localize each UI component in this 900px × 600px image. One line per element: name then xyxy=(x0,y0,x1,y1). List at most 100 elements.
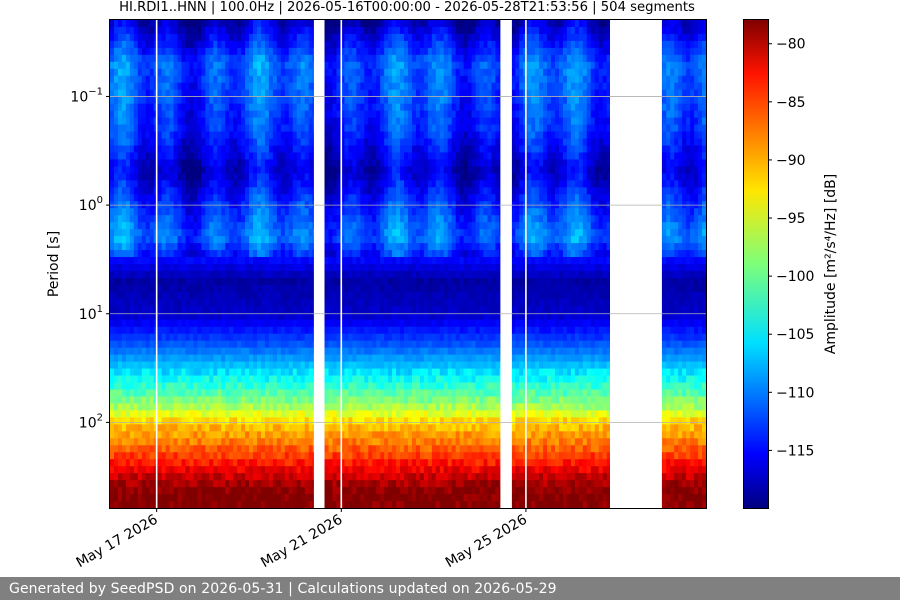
heatmap-cell xyxy=(213,494,218,502)
heatmap-cell xyxy=(221,431,226,439)
heatmap-cell xyxy=(225,152,230,161)
heatmap-cell xyxy=(253,480,258,488)
heatmap-cell xyxy=(340,361,346,370)
heatmap-cell xyxy=(332,291,338,300)
heatmap-cell xyxy=(272,487,278,495)
heatmap-cell xyxy=(336,305,342,314)
heatmap-cell xyxy=(388,215,393,223)
heatmap-cell xyxy=(360,236,365,244)
heatmap-cell xyxy=(264,389,270,398)
heatmap-cell xyxy=(177,417,183,425)
heatmap-cell xyxy=(272,410,278,418)
heatmap-cell xyxy=(344,89,349,98)
heatmap-cell xyxy=(110,382,115,391)
heatmap-cell xyxy=(165,152,171,161)
heatmap-cell xyxy=(368,333,373,342)
heatmap-cell xyxy=(133,459,139,467)
heatmap-cell xyxy=(205,61,210,70)
heatmap-cell xyxy=(145,459,151,467)
heatmap-cell xyxy=(288,459,294,467)
heatmap-cell xyxy=(257,222,262,230)
heatmap-cell xyxy=(253,138,258,147)
heatmap-cell xyxy=(380,473,385,481)
heatmap-cell xyxy=(360,487,365,495)
heatmap-cell xyxy=(137,117,143,126)
heatmap-cell xyxy=(268,445,274,453)
heatmap-cell xyxy=(384,187,389,195)
heatmap-cell xyxy=(257,187,262,195)
heatmap-cell xyxy=(121,312,127,321)
heatmap-cell xyxy=(332,20,338,28)
heatmap-cell xyxy=(340,466,346,474)
heatmap-cell xyxy=(260,159,266,167)
heatmap-cell xyxy=(253,194,258,202)
heatmap-cell xyxy=(257,347,262,356)
heatmap-cell xyxy=(209,445,214,453)
heatmap-cell xyxy=(129,368,135,377)
heatmap-cell xyxy=(304,96,310,105)
heatmap-cell xyxy=(117,403,123,411)
heatmap-cell xyxy=(149,466,155,474)
heatmap-cell xyxy=(225,466,230,474)
heatmap-cell xyxy=(280,110,286,119)
heatmap-cell xyxy=(181,117,187,126)
heatmap-cell xyxy=(392,47,397,56)
heatmap-cell xyxy=(129,333,135,342)
heatmap-cell xyxy=(121,243,127,251)
heatmap-cell xyxy=(376,445,381,453)
heatmap-cell xyxy=(149,159,155,167)
heatmap-cell xyxy=(225,257,230,265)
heatmap-cell xyxy=(221,487,226,495)
heatmap-cell xyxy=(340,473,346,481)
heatmap-cell xyxy=(117,375,123,384)
heatmap-cell xyxy=(272,284,278,293)
heatmap-cell xyxy=(308,480,314,488)
heatmap-cell xyxy=(268,333,274,342)
heatmap-cell xyxy=(360,347,365,356)
heatmap-cell xyxy=(201,257,206,265)
heatmap-cell xyxy=(161,298,167,307)
heatmap-cell xyxy=(241,222,246,230)
heatmap-cell xyxy=(304,438,310,446)
heatmap-cell xyxy=(296,326,302,335)
heatmap-cell xyxy=(264,229,270,237)
heatmap-cell xyxy=(344,361,349,370)
heatmap-cell xyxy=(308,68,314,77)
heatmap-cell xyxy=(217,459,222,467)
heatmap-cell xyxy=(137,26,143,35)
heatmap-cell xyxy=(165,82,171,91)
heatmap-cell xyxy=(372,187,377,195)
heatmap-cell xyxy=(221,319,226,328)
heatmap-cell xyxy=(304,473,310,481)
heatmap-cell xyxy=(340,20,346,28)
heatmap-cell xyxy=(376,159,381,167)
heatmap-cell xyxy=(284,270,290,279)
heatmap-cell xyxy=(169,131,175,140)
heatmap-cell xyxy=(336,26,342,35)
heatmap-cell xyxy=(161,166,167,174)
heatmap-cell xyxy=(225,480,230,488)
heatmap-cell xyxy=(292,20,298,28)
heatmap-cell xyxy=(241,159,246,167)
heatmap-cell xyxy=(376,47,381,56)
heatmap-cell xyxy=(308,312,314,321)
heatmap-cell xyxy=(268,54,274,63)
heatmap-cell xyxy=(245,187,250,195)
heatmap-cell xyxy=(356,298,361,307)
heatmap-cell xyxy=(340,326,346,335)
heatmap-cell xyxy=(392,138,397,147)
heatmap-cell xyxy=(213,208,218,216)
heatmap-cell xyxy=(225,445,230,453)
heatmap-cell xyxy=(133,326,139,335)
heatmap-cell xyxy=(225,375,230,384)
heatmap-cell xyxy=(272,152,278,161)
heatmap-cell xyxy=(157,89,163,98)
heatmap-cell xyxy=(205,494,210,502)
heatmap-cell xyxy=(133,284,139,293)
heatmap-cell xyxy=(372,103,377,112)
heatmap-cell xyxy=(133,96,139,105)
heatmap-cell xyxy=(336,124,342,133)
heatmap-cell xyxy=(221,501,226,509)
heatmap-cell xyxy=(380,277,385,286)
heatmap-cell xyxy=(257,459,262,467)
